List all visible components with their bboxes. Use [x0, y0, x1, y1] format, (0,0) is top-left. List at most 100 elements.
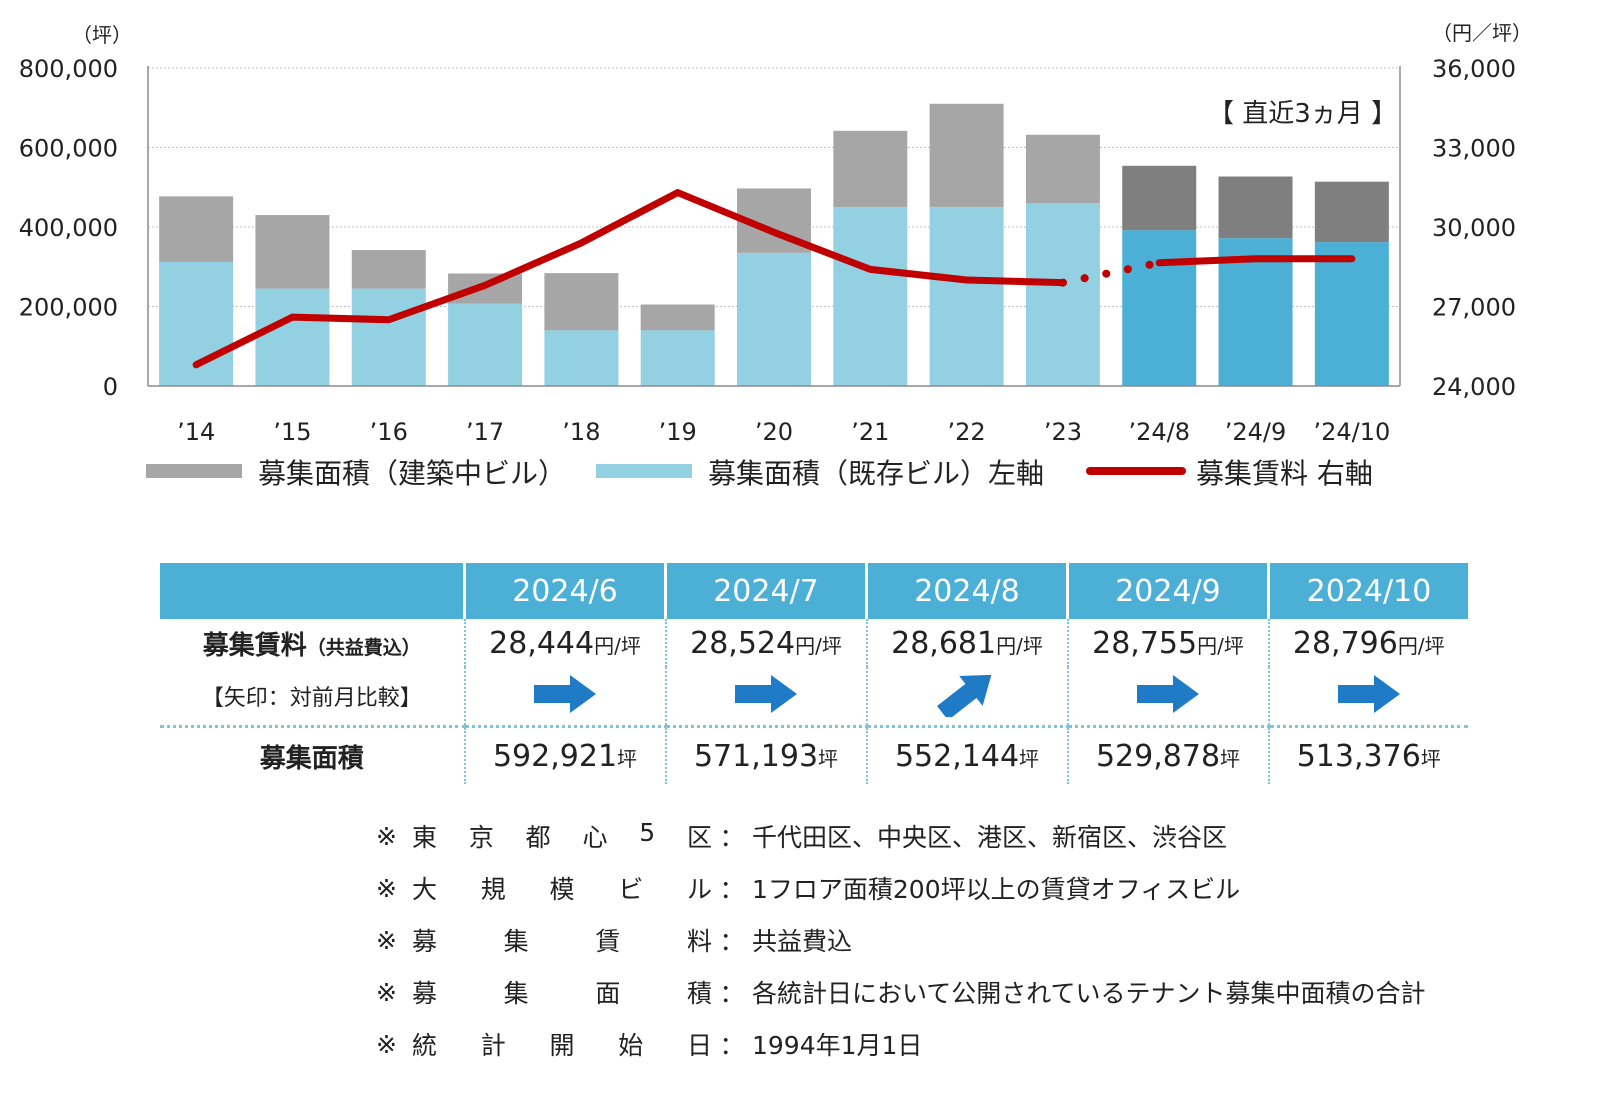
footnote-key-char: 京 — [468, 823, 494, 852]
footnote-colon: ： — [719, 979, 745, 1008]
footnote-key-char: 日 — [686, 1031, 712, 1060]
footnote-key-char: 賃 — [595, 927, 621, 956]
footnote-key-char: 募 — [412, 927, 438, 956]
axes: 0 200,000 400,000 600,000 800,000 24,000 27,00… — [19, 55, 1516, 446]
month-header: 2024/9 — [1067, 563, 1270, 619]
left-tick-label: 600,000 — [19, 135, 118, 163]
x-tick-label: ’20 — [755, 418, 793, 446]
x-tick-label: ’14 — [177, 418, 215, 446]
x-tick-label: ’21 — [851, 418, 889, 446]
arrow-shape — [937, 674, 992, 721]
rent-row-label: 募集賃料（共益費込） — [160, 619, 465, 667]
bar-existing — [448, 303, 523, 386]
area-row-label: 募集面積 — [160, 725, 465, 784]
trend-arrow-cell — [664, 667, 867, 727]
right-tick-label: 33,000 — [1432, 135, 1516, 163]
bar-construction — [640, 304, 715, 331]
footnote-key-char: ビ — [618, 875, 644, 904]
arrow-shape — [534, 675, 596, 713]
area-value: 592,921坪 — [463, 725, 666, 784]
month-header: 2024/8 — [866, 563, 1069, 619]
rent-row: 募集賃料（共益費込） 28,444円/坪 28,524円/坪 28,681円/坪… — [160, 619, 1468, 667]
area-value: 513,376坪 — [1267, 725, 1468, 784]
trend-arrow-cell — [1066, 667, 1269, 727]
x-tick-label: ’24/9 — [1225, 418, 1287, 446]
footnote-mark: ※ — [376, 821, 397, 851]
bar-construction — [1218, 176, 1293, 239]
right-tick-label: 27,000 — [1432, 294, 1516, 322]
bar-construction — [1025, 134, 1100, 204]
footnote-key: 大規模ビル — [412, 870, 712, 906]
footnote-colon: ： — [719, 1031, 745, 1060]
bar-existing — [833, 207, 908, 386]
bars — [159, 103, 1389, 386]
bar-existing — [1025, 203, 1100, 386]
rent-line-historical — [192, 189, 1067, 369]
rent-value: 28,444円/坪 — [463, 619, 666, 667]
arrow-shape — [735, 675, 797, 713]
footnote-mark: ※ — [376, 1029, 397, 1059]
x-tick-label: ’24/10 — [1313, 418, 1390, 446]
legend-label-rent: 募集賃料 右軸 — [1196, 457, 1373, 490]
footnote-row: ※ 募 集 面 積：各統計日において公開されているテナント募集中面積の合計 — [376, 966, 1426, 1018]
trend-arrow-cell — [463, 667, 666, 727]
bar-construction — [255, 215, 330, 289]
month-header: 2024/7 — [665, 563, 868, 619]
x-tick-label: ’24/8 — [1128, 418, 1190, 446]
footnote-key-char: 心 — [582, 823, 608, 852]
area-row: 募集面積 592,921坪 571,193坪 552,144坪 529,878坪… — [160, 725, 1468, 784]
rent-value: 28,755円/坪 — [1066, 619, 1269, 667]
arrow-shape — [1137, 675, 1199, 713]
footnote-colon: ： — [719, 927, 745, 956]
footnote-key-char: 5 — [639, 818, 656, 847]
right-tick-label: 24,000 — [1432, 373, 1516, 401]
footnote-row: ※ 東 京 都 心 5 区：千代田区、中央区、港区、新宿区、渋谷区 — [376, 810, 1426, 862]
legend: 募集面積（建築中ビル） 募集面積（既存ビル）左軸 募集賃料 右軸 — [146, 457, 1373, 490]
bar-existing — [1122, 230, 1197, 386]
footnote-mark: ※ — [376, 873, 397, 903]
footnote-mark: ※ — [376, 977, 397, 1007]
rent-value: 28,681円/坪 — [865, 619, 1068, 667]
legend-swatch-existing — [596, 464, 692, 478]
arrow-row-label: 【矢印：対前月比較】 — [201, 686, 422, 711]
footnote-key-char: 大 — [412, 875, 438, 904]
x-tick-label: ’19 — [659, 418, 697, 446]
bar-existing — [737, 252, 811, 386]
bar-construction — [1314, 181, 1389, 243]
rent-line-recent — [1155, 255, 1356, 267]
trend-arrow-cell — [865, 667, 1068, 727]
area-value: 529,878坪 — [1066, 725, 1269, 784]
x-tick-label: ’23 — [1044, 418, 1082, 446]
chart: 0 200,000 400,000 600,000 800,000 24,000 27,00… — [19, 21, 1532, 490]
trend-arrow-icon — [937, 674, 992, 721]
bar-existing — [544, 330, 619, 386]
footnote-key: 募集面積 — [412, 974, 712, 1010]
right-axis-unit: （円／坪） — [1432, 21, 1532, 45]
trend-arrow-cell — [1267, 667, 1468, 727]
left-tick-label: 200,000 — [19, 294, 118, 322]
recent-annotation: 【 直近3ヵ月 】 — [1208, 99, 1397, 129]
left-tick-label: 0 — [103, 373, 118, 401]
footnote-key: 統計開始日 — [412, 1026, 712, 1062]
footnote-key-char: 募 — [412, 979, 438, 1008]
bar-existing — [640, 330, 715, 386]
bar-construction — [351, 250, 426, 289]
footnote-key-char: 東 — [412, 823, 438, 852]
footnote-mark: ※ — [376, 925, 397, 955]
footnote-row: ※ 大 規 模 ビ ル： 1フロア面積200坪以上の賃貸オフィスビル — [376, 862, 1426, 914]
trend-arrow-icon — [1137, 675, 1199, 713]
footnote-value: 1フロア面積200坪以上の賃貸オフィスビル — [752, 875, 1241, 904]
legend-label-existing: 募集面積（既存ビル）左軸 — [708, 457, 1044, 490]
trend-arrow-icon — [735, 675, 797, 713]
month-header-row: 2024/6 2024/7 2024/8 2024/9 2024/10 — [160, 563, 1468, 619]
footnote-key-char: 集 — [503, 979, 529, 1008]
footnote-key-char: 規 — [480, 875, 506, 904]
footnote-value: 共益費込 — [752, 927, 853, 956]
x-tick-label: ’22 — [948, 418, 986, 446]
x-tick-label: ’16 — [370, 418, 408, 446]
x-tick-label: ’15 — [273, 418, 311, 446]
footnote-row: ※ 募 集 賃 料：共益費込 — [376, 914, 1426, 966]
footnote-key-char: 模 — [549, 875, 575, 904]
rent-value: 28,524円/坪 — [664, 619, 867, 667]
footnote-key: 募集賃料 — [412, 922, 712, 958]
